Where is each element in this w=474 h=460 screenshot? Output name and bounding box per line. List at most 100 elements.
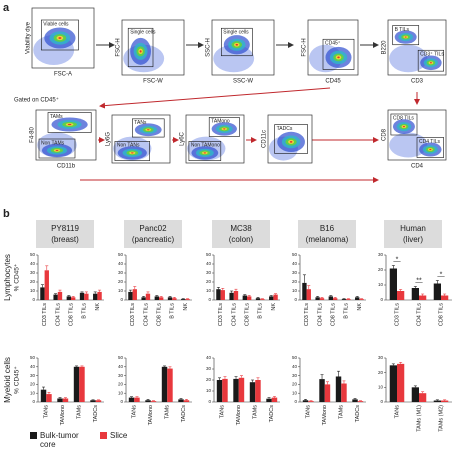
bar [178, 399, 184, 402]
gate [392, 25, 420, 46]
chart-subtitle: (liver) [403, 235, 423, 244]
bar [271, 397, 278, 402]
y-tick-label: 40 [292, 261, 298, 266]
axis-label: Viability dye [26, 21, 32, 54]
bar [397, 291, 405, 300]
bar [352, 399, 358, 402]
axis-label: FSC-W [143, 79, 163, 85]
axis-label: CD3 [411, 79, 424, 85]
bar [216, 289, 221, 300]
flow-density [55, 149, 59, 151]
y-tick-label: 10 [378, 385, 384, 390]
bar [44, 270, 49, 300]
gate-label: CD8 TILs [393, 115, 415, 121]
bar [255, 298, 261, 300]
gate-label: CD45⁺ [325, 41, 341, 47]
x-tick-label: CD8 TILs [156, 303, 162, 326]
x-tick-label: B TILs [82, 303, 88, 319]
gate-label: Viable cells [43, 21, 69, 27]
bar [185, 299, 190, 300]
bar [341, 299, 347, 300]
bar [97, 291, 102, 300]
bar [183, 400, 190, 402]
chart-title: MC38 [230, 224, 252, 233]
row-label: Lymphocytes [3, 254, 12, 301]
gate-label: CD4 TILs [419, 139, 441, 145]
x-tick-label: CD3 TILs [304, 303, 310, 326]
gate-label: TAMono [211, 119, 230, 125]
bar [308, 401, 314, 402]
bar [359, 299, 364, 300]
bar [319, 379, 325, 402]
flow-density [404, 36, 407, 38]
bar [53, 294, 58, 300]
bar [247, 296, 252, 300]
y-tick-label: 50 [206, 252, 212, 257]
x-tick-label: TAMs [253, 405, 259, 419]
gating-arrows [80, 42, 420, 183]
gate [114, 141, 151, 161]
x-tick-label: TADCs [269, 405, 275, 423]
chart-title: B16 [320, 224, 335, 233]
gate-label: Non TAMono [191, 143, 220, 149]
bar [66, 296, 71, 300]
gate [127, 27, 154, 68]
gate-note: Gated on CD45⁺ [14, 97, 59, 104]
bar [154, 296, 159, 300]
chart-subtitle: (pancreatic) [132, 235, 175, 244]
x-tick-label: NK [95, 303, 101, 311]
y-tick-label: 20 [206, 377, 212, 382]
bar [132, 289, 137, 300]
bar [433, 283, 441, 300]
chart-subtitle: (breast) [51, 235, 79, 244]
y-tick-label: 30 [292, 373, 298, 378]
flow-density [429, 148, 432, 151]
bar [260, 299, 265, 300]
x-tick-label: CD8 TILs [68, 303, 74, 326]
chart-subtitle: (colon) [229, 235, 254, 244]
y-tick-label: 0 [294, 297, 297, 302]
chart-title: PY8119 [51, 224, 79, 233]
y-tick-label: 0 [32, 399, 35, 404]
gate-label: Non TANs [117, 143, 140, 149]
bar [145, 400, 151, 402]
x-tick-label: TAMono [236, 405, 242, 425]
y-tick-label: 10 [206, 288, 212, 293]
gate [38, 138, 76, 159]
bar [389, 268, 397, 300]
flow-density [235, 43, 239, 46]
x-tick-label: TAMs (M2) [438, 405, 444, 432]
header-box [36, 220, 94, 248]
chart-title: Panc02 [139, 224, 167, 233]
x-tick-label: CD8 TILs [330, 303, 336, 326]
gate-label: B TILs [395, 27, 410, 33]
bar [233, 378, 239, 402]
bar [273, 294, 278, 300]
axis-label: F4-80 [30, 127, 36, 143]
gate [132, 118, 165, 138]
bar [238, 377, 245, 402]
bar [167, 297, 173, 300]
bar [302, 282, 307, 300]
axis-label: % CD45⁺ [14, 263, 21, 291]
y-tick-label: 30 [206, 366, 212, 371]
bar [128, 397, 135, 402]
x-tick-label: CD8 TILs [244, 303, 250, 326]
x-tick-label: CD3 TILs [130, 303, 136, 326]
y-tick-label: 30 [378, 355, 384, 360]
gate [322, 38, 355, 70]
bar [141, 297, 146, 300]
x-tick-label: TAMono [60, 405, 66, 425]
bar [233, 291, 239, 300]
bar [161, 366, 168, 402]
flow-density [67, 123, 72, 126]
gate-label: TAMs [50, 114, 63, 120]
x-tick-label: TADCs [355, 405, 361, 423]
x-tick-label: TAMs [339, 405, 345, 419]
y-tick-label: 40 [292, 364, 298, 369]
bar [46, 394, 52, 402]
y-tick-label: 20 [378, 370, 384, 375]
x-tick-label: CD4 TILs [317, 303, 323, 326]
gate [188, 141, 222, 161]
gate-label: TADCs [277, 126, 293, 132]
